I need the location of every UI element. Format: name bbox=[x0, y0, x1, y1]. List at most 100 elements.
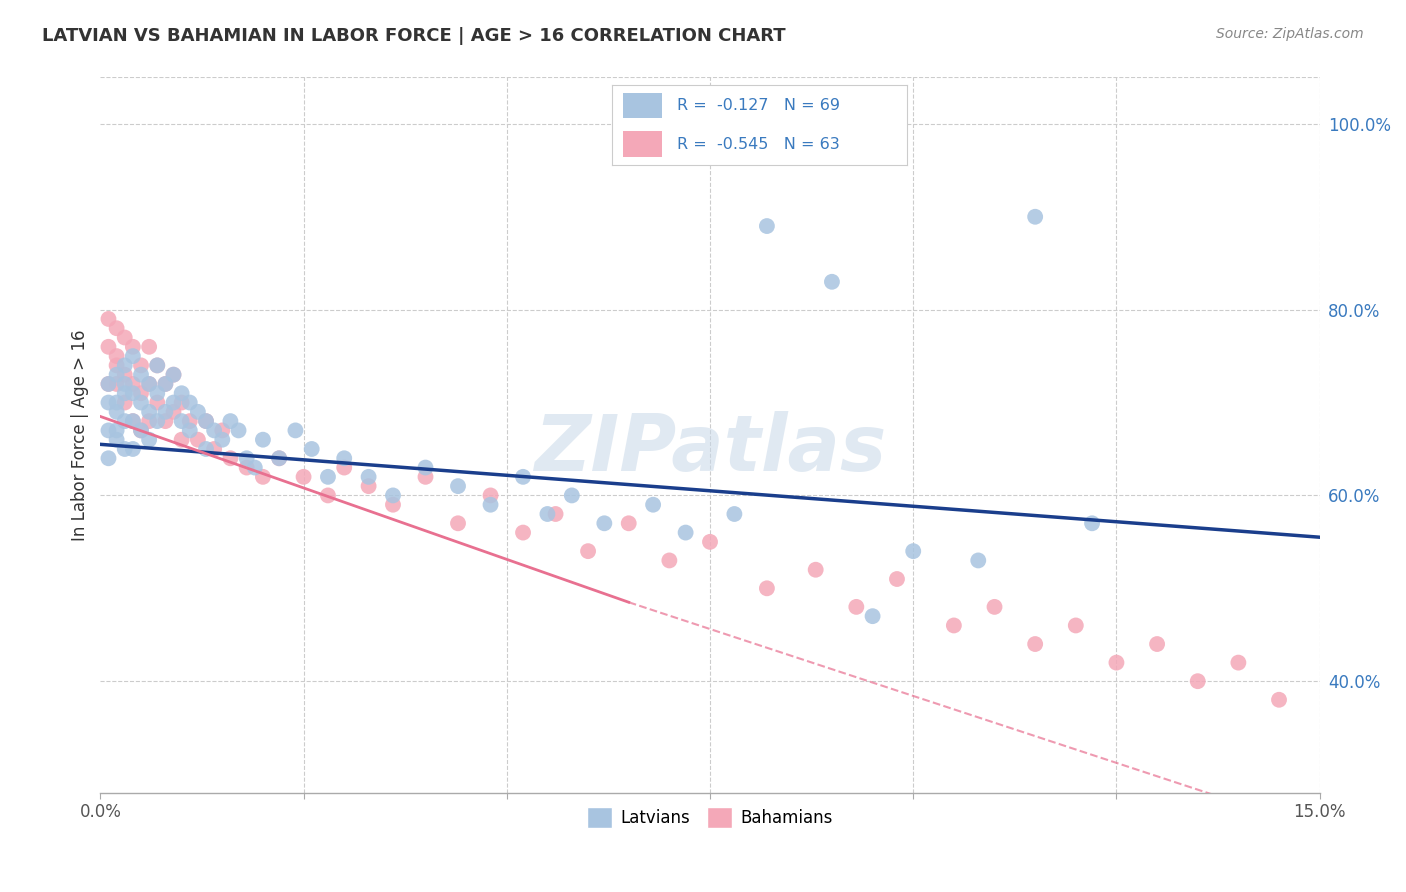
Point bbox=[284, 424, 307, 438]
Point bbox=[967, 553, 990, 567]
Point bbox=[723, 507, 745, 521]
Point bbox=[755, 582, 778, 596]
Point bbox=[243, 460, 266, 475]
Point bbox=[382, 488, 405, 502]
Point bbox=[105, 321, 128, 335]
Point bbox=[170, 414, 193, 428]
Point bbox=[942, 618, 965, 632]
Point bbox=[179, 395, 201, 409]
Point bbox=[1227, 656, 1250, 670]
Point bbox=[512, 525, 534, 540]
Point bbox=[202, 442, 225, 456]
Point bbox=[114, 395, 136, 409]
Point bbox=[138, 376, 160, 391]
Text: R =  -0.127   N = 69: R = -0.127 N = 69 bbox=[676, 98, 839, 113]
Point bbox=[129, 368, 152, 382]
Point bbox=[97, 312, 120, 326]
Point bbox=[146, 395, 169, 409]
Point bbox=[138, 340, 160, 354]
Point bbox=[804, 563, 827, 577]
Point bbox=[105, 359, 128, 373]
Point bbox=[121, 414, 143, 428]
Point bbox=[415, 460, 437, 475]
Point bbox=[97, 395, 120, 409]
Point bbox=[1105, 656, 1128, 670]
Point bbox=[1146, 637, 1168, 651]
Point bbox=[1268, 692, 1291, 706]
Point bbox=[447, 479, 470, 493]
Point bbox=[382, 498, 405, 512]
Point bbox=[1024, 210, 1046, 224]
Point bbox=[593, 516, 616, 531]
Point bbox=[129, 386, 152, 401]
Point bbox=[187, 433, 209, 447]
Point bbox=[105, 405, 128, 419]
Point bbox=[138, 376, 160, 391]
Point bbox=[155, 414, 177, 428]
Point bbox=[333, 460, 356, 475]
Point bbox=[252, 470, 274, 484]
Point bbox=[617, 516, 640, 531]
Point bbox=[195, 414, 218, 428]
Point bbox=[1024, 637, 1046, 651]
Point bbox=[114, 386, 136, 401]
Point bbox=[155, 405, 177, 419]
Point bbox=[138, 433, 160, 447]
Point bbox=[675, 525, 697, 540]
Point bbox=[162, 368, 184, 382]
Point bbox=[1187, 674, 1209, 689]
Point bbox=[269, 451, 291, 466]
Point bbox=[886, 572, 908, 586]
Point bbox=[415, 470, 437, 484]
Point bbox=[146, 414, 169, 428]
Point bbox=[121, 386, 143, 401]
Point bbox=[821, 275, 844, 289]
Point bbox=[97, 376, 120, 391]
Point bbox=[121, 376, 143, 391]
Point bbox=[138, 414, 160, 428]
Point bbox=[845, 599, 868, 614]
Point bbox=[114, 330, 136, 344]
Point bbox=[170, 386, 193, 401]
Point bbox=[187, 405, 209, 419]
Point bbox=[162, 395, 184, 409]
Point bbox=[138, 405, 160, 419]
FancyBboxPatch shape bbox=[623, 93, 662, 119]
Point bbox=[357, 470, 380, 484]
Point bbox=[235, 451, 257, 466]
Text: LATVIAN VS BAHAMIAN IN LABOR FORCE | AGE > 16 CORRELATION CHART: LATVIAN VS BAHAMIAN IN LABOR FORCE | AGE… bbox=[42, 27, 786, 45]
Point bbox=[114, 442, 136, 456]
Point bbox=[121, 442, 143, 456]
Point bbox=[252, 433, 274, 447]
Point bbox=[129, 395, 152, 409]
Point bbox=[97, 340, 120, 354]
Point bbox=[105, 368, 128, 382]
Point bbox=[983, 599, 1005, 614]
Point bbox=[121, 340, 143, 354]
Point bbox=[235, 460, 257, 475]
Point bbox=[105, 424, 128, 438]
Point bbox=[162, 405, 184, 419]
Point bbox=[903, 544, 925, 558]
Point bbox=[447, 516, 470, 531]
Point bbox=[105, 433, 128, 447]
Point bbox=[170, 433, 193, 447]
Point bbox=[121, 414, 143, 428]
Text: Source: ZipAtlas.com: Source: ZipAtlas.com bbox=[1216, 27, 1364, 41]
Point bbox=[155, 376, 177, 391]
Text: ZIPatlas: ZIPatlas bbox=[534, 411, 886, 487]
Point bbox=[512, 470, 534, 484]
Point bbox=[211, 424, 233, 438]
Point bbox=[301, 442, 323, 456]
Point bbox=[228, 424, 250, 438]
Point bbox=[479, 488, 502, 502]
Point bbox=[316, 488, 339, 502]
Legend: Latvians, Bahamians: Latvians, Bahamians bbox=[581, 801, 839, 834]
Point bbox=[114, 414, 136, 428]
Point bbox=[121, 349, 143, 363]
Point bbox=[97, 376, 120, 391]
Point bbox=[195, 414, 218, 428]
Point bbox=[536, 507, 558, 521]
FancyBboxPatch shape bbox=[623, 131, 662, 157]
Point bbox=[105, 395, 128, 409]
